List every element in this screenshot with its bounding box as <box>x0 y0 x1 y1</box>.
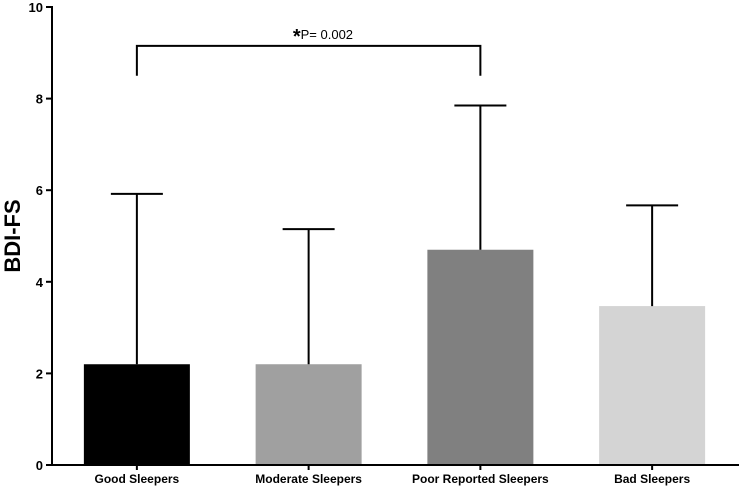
axes-layer: 0 2 4 6 8 10 Good Sleepers Moderate Sleepers Poo… <box>29 0 739 486</box>
x-tick-label: Poor Reported Sleepers <box>412 472 549 486</box>
significance-star: * <box>293 26 301 48</box>
y-tick-label: 8 <box>36 92 43 107</box>
bar <box>599 306 706 465</box>
y-tick-label: 6 <box>36 183 43 198</box>
y-tick-label: 0 <box>36 458 43 473</box>
y-tick-label: 2 <box>36 366 43 381</box>
x-tick-label: Bad Sleepers <box>614 472 690 486</box>
bar <box>427 249 534 465</box>
y-axis-label: BDI-FS <box>0 199 25 272</box>
bar <box>255 364 362 465</box>
y-tick-label: 10 <box>29 0 43 15</box>
p-value-label: P= 0.002 <box>301 27 353 42</box>
bars-layer <box>83 249 706 465</box>
significance-bracket <box>135 44 482 76</box>
significance-annotation: * P= 0.002 <box>135 26 482 76</box>
x-tick-label: Good Sleepers <box>95 472 180 486</box>
bar <box>83 364 190 465</box>
y-tick-label: 4 <box>36 275 44 290</box>
x-tick-label: Moderate Sleepers <box>255 472 362 486</box>
error-bars-layer <box>110 104 679 365</box>
